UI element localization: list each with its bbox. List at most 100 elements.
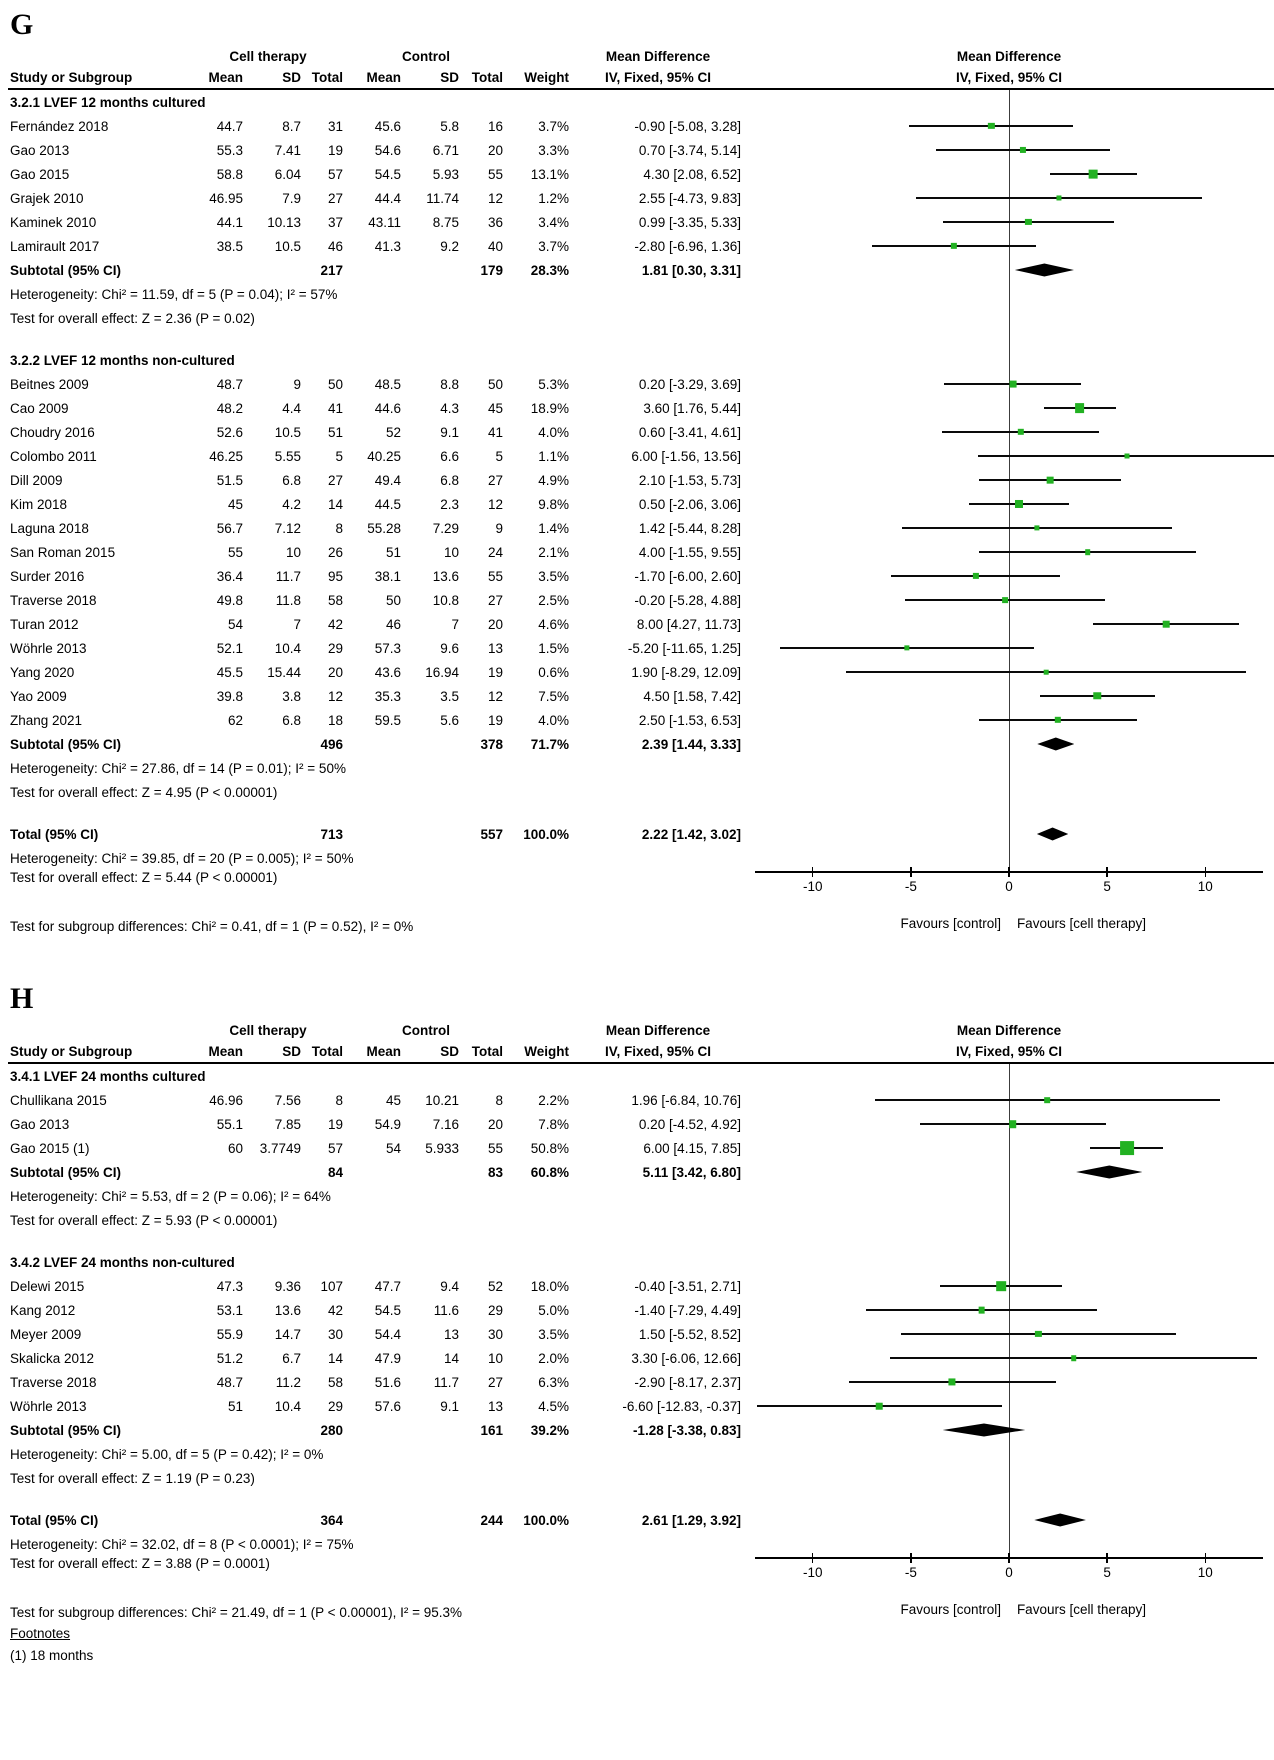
md-header: Mean Difference [605,49,711,64]
study-row: Turan 2012 54 7 42 46 7 20 4.6% 8.00 [4.27, 11.7… [8,612,1274,636]
study-row: Gao 2015 (1) 60 3.7749 57 54 5.933 55 50.8% 6.00… [8,1136,1274,1160]
treat-sd-value: 8.7 [282,118,301,134]
control-mean-value: 52 [385,424,401,440]
study-label: Gao 2015 [10,166,70,182]
col-header: Mean [366,70,401,85]
zero-line [1008,258,1010,282]
effect-square [1009,1120,1017,1128]
treat-mean-value: 44.7 [216,118,243,134]
weight-value: 6.3% [538,1374,569,1390]
zero-line [1008,612,1010,636]
treat-sd-value: 3.7749 [259,1140,301,1156]
control-sd-value: 3.5 [440,688,459,704]
treat-sd-value: 7.12 [274,520,301,536]
treat-total-value: 29 [327,640,343,656]
total-weight: 100.0% [523,1512,569,1528]
treat-total-value: 27 [327,190,343,206]
weight-value: 18.0% [530,1278,569,1294]
treat-total-value: 57 [327,166,343,182]
md-header: Mean Difference [605,1023,711,1038]
axis-tick [1204,867,1207,877]
stats-text-row: Test for overall effect: Z = 3.88 (P = 0… [8,1553,1274,1602]
axis-tick [910,867,912,877]
treat-mean-value: 51.5 [216,472,243,488]
md-ci-value: 0.50 [-2.06, 3.06] [638,496,741,512]
plot-cell [744,138,1274,162]
control-total-value: 30 [487,1326,503,1342]
treat-sd-value: 6.7 [282,1350,301,1366]
stats-text: Test for subgroup differences: Chi² = 21… [10,1604,463,1620]
col-header: SD [282,1044,301,1059]
treat-mean-value: 55.3 [216,142,243,158]
control-mean-value: 41.3 [374,238,401,254]
zero-line [1008,348,1010,372]
footnotes-title-row: Footnotes [8,1622,1274,1644]
control-total-value: 27 [487,472,503,488]
treat-mean-value: 58.8 [216,166,243,182]
col-header: Total [471,1044,503,1059]
effect-square [904,645,910,651]
zero-line [1008,1442,1010,1466]
effect-square [996,1281,1006,1291]
subtotal-row: Subtotal (95% CI) 496 378 71.7% 2.39 [1.44, … [8,732,1274,756]
control-total-value: 10 [487,1350,503,1366]
control-total-value: 16 [487,118,503,134]
weight-value: 3.7% [538,238,569,254]
subtotal-md-ci: -1.28 [-3.38, 0.83] [632,1422,741,1438]
pooled-diamond [1076,1165,1143,1179]
axis-tick-label: -5 [904,879,917,894]
effect-square [1119,1141,1134,1155]
effect-square [876,1402,883,1410]
study-row: Kim 2018 45 4.2 14 44.5 2.3 12 9.8% 0.50 [-2.06,… [8,492,1274,516]
subgroup-header-row: 3.4.2 LVEF 24 months non-cultured [8,1250,1274,1274]
control-total-value: 55 [487,166,503,182]
control-total-value: 19 [487,664,503,680]
plot-cell [744,1136,1274,1160]
effect-square [948,1378,956,1386]
control-mean-value: 54.6 [374,142,401,158]
weight-value: 13.1% [530,166,569,182]
plot-cell [744,1466,1274,1490]
study-row: Traverse 2018 48.7 11.2 58 51.6 11.7 27 6.3% -2.… [8,1370,1274,1394]
treat-total-value: 12 [327,688,343,704]
column-header-row: Study or Subgroup Mean SD Total Mean SD Total W… [8,67,1274,90]
treat-sd-value: 14.7 [274,1326,301,1342]
stats-text-row: Heterogeneity: Chi² = 5.00, df = 5 (P = … [8,1442,1274,1466]
control-total-value: 13 [487,1398,503,1414]
md-ci-value: -5.20 [-11.65, 1.25] [627,640,741,656]
weight-value: 7.8% [538,1116,569,1132]
control-total-value: 12 [487,190,503,206]
plot-cell: Favours [control] Favours [cell therapy] [744,1602,1274,1622]
panels-container: G Cell therapy Control Mean Difference Mean … [8,8,1274,1666]
study-row: Lamirault 2017 38.5 10.5 46 41.3 9.2 40 3.7% -2.… [8,234,1274,258]
subtotal-md-ci: 2.39 [1.44, 3.33] [641,736,741,752]
forest-panel-G: G Cell therapy Control Mean Difference Mean … [8,8,1274,936]
control-sd-value: 5.6 [440,712,459,728]
plot-cell [744,1088,1274,1112]
effect-square [1034,525,1040,531]
treat-total-value: 19 [327,1116,343,1132]
weight-value: 0.6% [538,664,569,680]
weight-value: 1.5% [538,640,569,656]
spacer-row [8,1232,1274,1250]
study-label: Grajek 2010 [10,190,84,206]
study-row: Yang 2020 45.5 15.44 20 43.6 16.94 19 0.6% 1.90 … [8,660,1274,684]
subtotal-row: Subtotal (95% CI) 280 161 39.2% -1.28 [-3.38… [8,1418,1274,1442]
treat-mean-value: 52.1 [216,640,243,656]
weight-value: 1.2% [538,190,569,206]
forest-plot-figure: G Cell therapy Control Mean Difference Mean … [8,8,1274,1666]
weight-value: 5.3% [538,376,569,392]
study-label: Yao 2009 [10,688,67,704]
favours-left-label: Favours [control] [900,916,1002,931]
col-header: Mean [366,1044,401,1059]
spacer-row [8,1490,1274,1508]
plot-cell [744,684,1274,708]
effect-square [1054,716,1062,724]
treat-sd-value: 10.4 [274,640,301,656]
plot-cell [744,1208,1274,1232]
control-mean-value: 43.6 [374,664,401,680]
study-row: Beitnes 2009 48.7 9 50 48.5 8.8 50 5.3% 0.20 [-3… [8,372,1274,396]
col-header: Total [311,70,343,85]
zero-line [1008,90,1010,114]
treat-mean-value: 45.5 [216,664,243,680]
